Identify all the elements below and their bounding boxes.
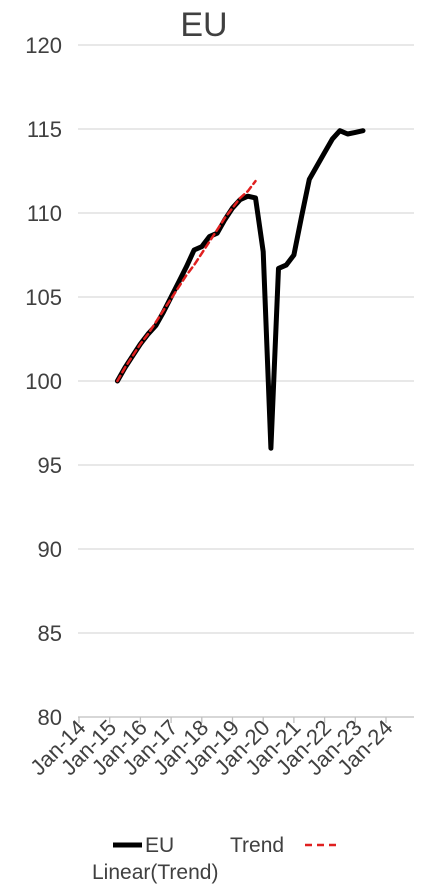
gridlines xyxy=(78,44,414,634)
legend: EU Trend Linear(Trend) xyxy=(92,834,340,884)
y-tick-label: 110 xyxy=(27,201,62,226)
y-tick-label: 95 xyxy=(38,453,62,478)
y-tick-label: 80 xyxy=(38,705,62,730)
legend-label-eu: EU xyxy=(145,834,174,857)
series-line-eu xyxy=(114,128,366,451)
y-tick-label: 115 xyxy=(27,117,62,142)
y-tick-label: 120 xyxy=(25,33,62,58)
x-axis xyxy=(78,716,414,723)
legend-label-trend: Trend xyxy=(230,834,284,857)
y-tick-label: 105 xyxy=(25,285,62,310)
y-axis-tick-labels: 120 115 110 105 100 95 90 85 80 xyxy=(25,33,62,730)
x-axis-tick-labels: Jan-14Jan-15Jan-16Jan-17Jan-18Jan-19Jan-… xyxy=(25,715,397,780)
y-tick-label: 100 xyxy=(25,369,62,394)
y-tick-label: 90 xyxy=(38,537,62,562)
chart-title: EU xyxy=(180,6,227,44)
legend-label-linear-trend: Linear(Trend) xyxy=(92,861,218,884)
series-line-linear-trend xyxy=(116,179,257,383)
y-tick-label: 85 xyxy=(38,621,62,646)
plot-area xyxy=(114,128,366,451)
